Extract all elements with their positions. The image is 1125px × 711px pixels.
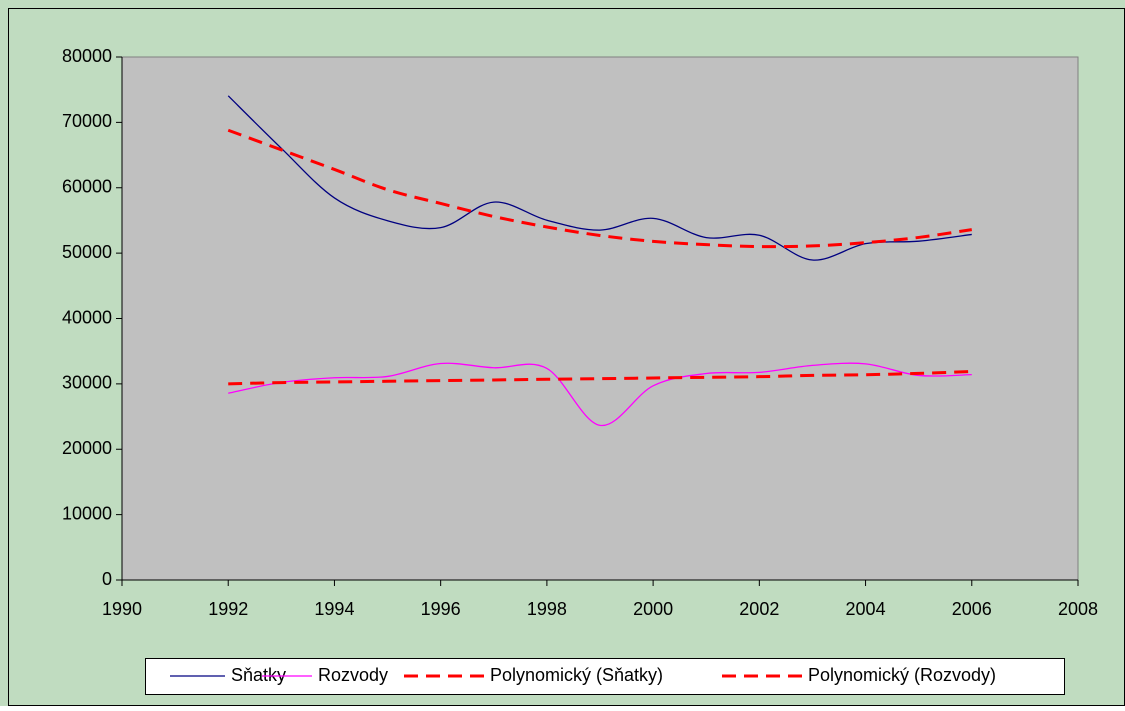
y-tick-label: 30000 <box>62 373 112 393</box>
x-tick-label: 2002 <box>739 599 779 619</box>
y-tick-label: 80000 <box>62 46 112 66</box>
x-tick-label: 1994 <box>314 599 354 619</box>
y-tick-label: 60000 <box>62 177 112 197</box>
plot-area <box>121 56 1079 581</box>
legend-label: Rozvody <box>318 665 388 685</box>
x-tick-label: 1990 <box>102 599 142 619</box>
series-line <box>227 95 972 261</box>
series-line <box>227 128 972 249</box>
x-tick-label: 2004 <box>846 599 886 619</box>
y-tick-label: 50000 <box>62 242 112 262</box>
x-tick-label: 1998 <box>527 599 567 619</box>
x-tick-label: 1996 <box>421 599 461 619</box>
series-line <box>228 362 972 426</box>
y-tick-label: 0 <box>102 569 112 589</box>
y-tick-label: 20000 <box>62 438 112 458</box>
y-tick-label: 70000 <box>62 111 112 131</box>
x-tick-label: 1992 <box>208 599 248 619</box>
y-tick-label: 10000 <box>62 503 112 523</box>
y-tick-label: 40000 <box>62 307 112 327</box>
legend-label: Polynomický (Rozvody) <box>808 665 996 685</box>
legend-label: Polynomický (Sňatky) <box>490 665 663 685</box>
series-line <box>228 369 972 386</box>
x-tick-label: 2008 <box>1058 599 1098 619</box>
x-tick-label: 2006 <box>952 599 992 619</box>
legend-label: Sňatky <box>231 665 286 685</box>
x-tick-label: 2000 <box>633 599 673 619</box>
